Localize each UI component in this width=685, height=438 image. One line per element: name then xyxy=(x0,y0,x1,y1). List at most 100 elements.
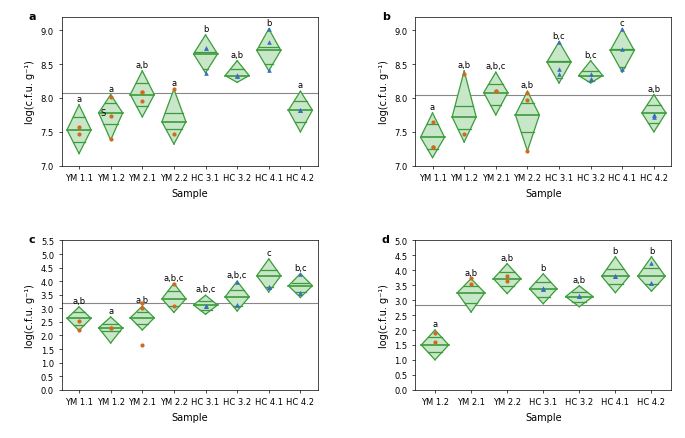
Point xyxy=(263,67,274,74)
Text: a,b: a,b xyxy=(521,81,534,90)
Point xyxy=(232,73,242,80)
Polygon shape xyxy=(547,42,571,84)
Text: a,b: a,b xyxy=(231,51,244,60)
Point xyxy=(538,285,549,292)
Text: b: b xyxy=(266,19,271,28)
Point xyxy=(105,325,116,332)
Point xyxy=(501,273,512,280)
Text: a,b: a,b xyxy=(464,268,477,277)
Point xyxy=(553,66,564,73)
Point xyxy=(200,70,211,77)
Point xyxy=(232,279,242,286)
Text: a,b: a,b xyxy=(136,61,149,70)
Polygon shape xyxy=(601,257,629,293)
Point xyxy=(73,131,84,138)
X-axis label: Sample: Sample xyxy=(525,189,562,198)
Point xyxy=(200,303,211,310)
Point xyxy=(585,71,596,78)
Text: a,b: a,b xyxy=(573,276,586,284)
Polygon shape xyxy=(194,296,218,314)
Text: a,b,c: a,b,c xyxy=(164,273,184,282)
Polygon shape xyxy=(162,284,186,313)
Point xyxy=(429,330,440,337)
Point xyxy=(459,71,470,78)
Point xyxy=(585,76,596,83)
Point xyxy=(73,317,84,324)
Point xyxy=(105,113,116,120)
Text: a,b,c: a,b,c xyxy=(195,285,216,294)
Point xyxy=(169,302,179,309)
Polygon shape xyxy=(579,61,603,84)
Point xyxy=(574,293,585,300)
Point xyxy=(137,300,148,307)
Polygon shape xyxy=(515,92,539,152)
Point xyxy=(466,281,477,288)
Point xyxy=(105,95,116,102)
Polygon shape xyxy=(484,73,508,116)
Point xyxy=(105,136,116,143)
Point xyxy=(295,107,306,114)
Point xyxy=(263,39,274,46)
Point xyxy=(295,107,306,114)
Text: b: b xyxy=(649,247,654,255)
Polygon shape xyxy=(530,274,557,304)
Point xyxy=(616,27,627,34)
Point xyxy=(137,89,148,96)
Polygon shape xyxy=(225,282,249,311)
Point xyxy=(649,114,660,121)
Text: d: d xyxy=(382,235,390,245)
Polygon shape xyxy=(99,95,123,141)
Polygon shape xyxy=(162,90,186,145)
Text: a: a xyxy=(171,79,177,88)
Point xyxy=(200,302,211,309)
Point xyxy=(646,280,657,287)
Point xyxy=(522,90,533,97)
Point xyxy=(490,88,501,95)
Text: a,b: a,b xyxy=(647,85,660,94)
Y-axis label: log(c.f.u. g⁻¹): log(c.f.u. g⁻¹) xyxy=(25,60,35,124)
Text: c: c xyxy=(266,248,271,258)
Point xyxy=(538,286,549,293)
Polygon shape xyxy=(610,30,634,73)
Text: a: a xyxy=(298,81,303,90)
Point xyxy=(553,71,564,78)
Polygon shape xyxy=(99,317,123,343)
Point xyxy=(538,286,549,293)
Y-axis label: log(c.f.u. g⁻¹): log(c.f.u. g⁻¹) xyxy=(379,283,388,347)
Text: a: a xyxy=(77,95,82,104)
Polygon shape xyxy=(130,72,154,118)
Text: a,b: a,b xyxy=(136,296,149,305)
Point xyxy=(429,339,440,346)
Point xyxy=(295,290,306,297)
Point xyxy=(649,112,660,119)
Point xyxy=(263,283,274,290)
Polygon shape xyxy=(458,279,485,312)
Polygon shape xyxy=(130,307,154,330)
Text: a,b,c: a,b,c xyxy=(486,62,506,71)
Point xyxy=(200,45,211,52)
Text: b: b xyxy=(203,25,208,34)
Point xyxy=(295,107,306,114)
Text: a,b,c: a,b,c xyxy=(227,271,247,280)
Point xyxy=(137,98,148,105)
Point xyxy=(574,293,585,300)
Point xyxy=(232,302,242,309)
Point xyxy=(169,281,179,288)
Text: a: a xyxy=(432,319,438,328)
Point xyxy=(169,131,179,138)
Point xyxy=(616,46,627,53)
Point xyxy=(574,293,585,300)
Point xyxy=(616,67,627,74)
Polygon shape xyxy=(493,264,521,294)
Text: c: c xyxy=(28,235,35,245)
Text: b: b xyxy=(382,11,390,21)
Point xyxy=(646,260,657,267)
Text: a,b: a,b xyxy=(501,253,514,262)
Point xyxy=(295,290,306,297)
Polygon shape xyxy=(638,257,665,292)
Point xyxy=(73,327,84,334)
X-axis label: Sample: Sample xyxy=(171,412,208,422)
Point xyxy=(649,112,660,119)
Point xyxy=(490,88,501,95)
Point xyxy=(522,148,533,155)
